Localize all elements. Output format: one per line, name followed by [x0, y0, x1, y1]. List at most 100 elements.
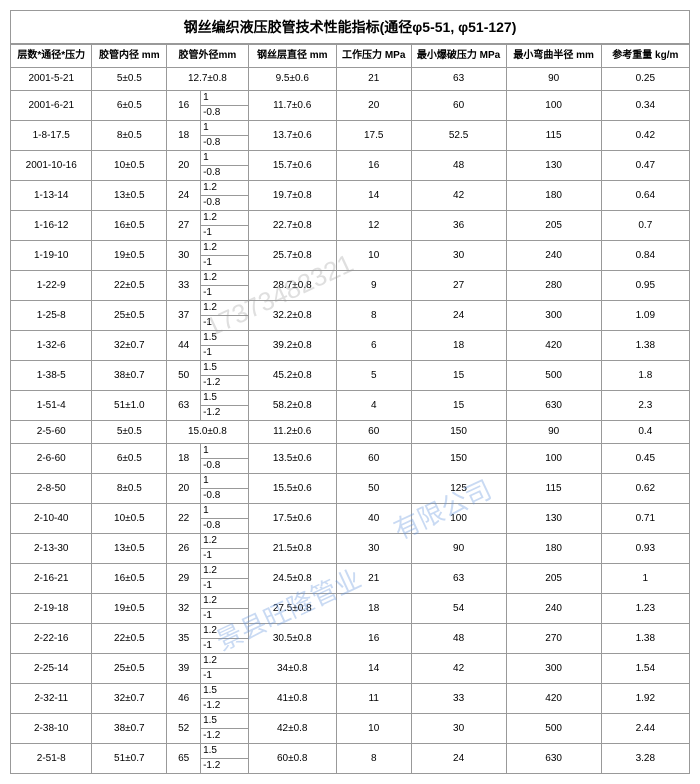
data-cell: 30	[411, 241, 506, 271]
data-cell: 48	[411, 151, 506, 181]
data-cell: 40	[336, 504, 411, 534]
data-cell: 63	[411, 564, 506, 594]
data-cell: 42	[411, 181, 506, 211]
data-cell: 630	[506, 391, 601, 421]
data-cell: 0.4	[601, 421, 689, 444]
data-cell: 15.7±0.6	[248, 151, 336, 181]
tolerance-cell: 1-0.8	[201, 444, 249, 474]
data-cell: 9	[336, 271, 411, 301]
data-cell: 5±0.5	[92, 421, 167, 444]
table-row: 1-25-825±0.5371.2-132.2±0.88243001.09	[11, 301, 690, 331]
data-cell: 100	[506, 444, 601, 474]
data-cell: 1.8	[601, 361, 689, 391]
table-row: 2-8-508±0.5201-0.815.5±0.6501251150.62	[11, 474, 690, 504]
data-cell: 500	[506, 361, 601, 391]
data-cell: 52.5	[411, 121, 506, 151]
tolerance-cell: 1.2-1	[201, 271, 249, 301]
tolerance-cell: 1.2-1	[201, 241, 249, 271]
table-row: 1-51-451±1.0631.5-1.258.2±0.84156302.3	[11, 391, 690, 421]
data-cell: 2-16-21	[11, 564, 92, 594]
data-cell: 2-6-60	[11, 444, 92, 474]
data-cell: 35	[167, 624, 201, 654]
data-cell: 100	[506, 91, 601, 121]
data-cell: 19±0.5	[92, 594, 167, 624]
data-cell: 14	[336, 654, 411, 684]
table-row: 2-38-1038±0.7521.5-1.242±0.810305002.44	[11, 714, 690, 744]
data-cell: 19±0.5	[92, 241, 167, 271]
container: 钢丝编织液压胶管技术性能指标(通径φ5-51, φ51-127) 层数*通径*压…	[10, 10, 690, 774]
header-cell: 钢丝层直径 mm	[248, 45, 336, 68]
data-cell: 51±0.7	[92, 744, 167, 774]
data-cell: 8	[336, 744, 411, 774]
data-cell: 630	[506, 744, 601, 774]
data-cell: 0.47	[601, 151, 689, 181]
data-cell: 0.25	[601, 68, 689, 91]
data-cell: 4	[336, 391, 411, 421]
data-cell: 39	[167, 654, 201, 684]
data-cell: 0.45	[601, 444, 689, 474]
data-cell: 1	[601, 564, 689, 594]
data-cell: 15	[411, 391, 506, 421]
data-cell: 1-13-14	[11, 181, 92, 211]
data-cell: 24	[411, 301, 506, 331]
data-cell: 60	[411, 91, 506, 121]
data-cell: 34±0.8	[248, 654, 336, 684]
table-row: 2-10-4010±0.5221-0.817.5±0.6401001300.71	[11, 504, 690, 534]
table-row: 2-25-1425±0.5391.2-134±0.814423001.54	[11, 654, 690, 684]
data-cell: 300	[506, 301, 601, 331]
data-cell: 39.2±0.8	[248, 331, 336, 361]
table-row: 2-13-3013±0.5261.2-121.5±0.830901800.93	[11, 534, 690, 564]
data-cell: 16±0.5	[92, 211, 167, 241]
header-cell: 参考重量 kg/m	[601, 45, 689, 68]
data-cell: 27.5±0.8	[248, 594, 336, 624]
table-row: 2-6-606±0.5181-0.813.5±0.6601501000.45	[11, 444, 690, 474]
data-cell: 1-19-10	[11, 241, 92, 271]
data-cell: 205	[506, 564, 601, 594]
table-row: 2-5-605±0.515.0±0.811.2±0.660150900.4	[11, 421, 690, 444]
data-cell: 21	[336, 564, 411, 594]
data-cell: 18	[167, 121, 201, 151]
data-cell: 2-5-60	[11, 421, 92, 444]
data-cell: 420	[506, 331, 601, 361]
tolerance-cell: 1.2-1	[201, 564, 249, 594]
data-cell: 1.92	[601, 684, 689, 714]
tolerance-cell: 1.5-1.2	[201, 361, 249, 391]
data-cell: 17.5±0.6	[248, 504, 336, 534]
data-cell: 3.28	[601, 744, 689, 774]
data-cell: 150	[411, 444, 506, 474]
data-cell: 30	[411, 714, 506, 744]
data-cell: 11.2±0.6	[248, 421, 336, 444]
header-cell: 工作压力 MPa	[336, 45, 411, 68]
table-row: 1-19-1019±0.5301.2-125.7±0.810302400.84	[11, 241, 690, 271]
data-cell: 44	[167, 331, 201, 361]
data-cell: 25.7±0.8	[248, 241, 336, 271]
data-cell: 60	[336, 444, 411, 474]
data-cell: 28.7±0.8	[248, 271, 336, 301]
data-cell: 2001-5-21	[11, 68, 92, 91]
data-cell: 0.84	[601, 241, 689, 271]
data-cell: 24	[411, 744, 506, 774]
data-cell: 2001-6-21	[11, 91, 92, 121]
table-row: 1-8-17.58±0.5181-0.813.7±0.617.552.51150…	[11, 121, 690, 151]
data-cell: 130	[506, 151, 601, 181]
data-cell: 5±0.5	[92, 68, 167, 91]
data-cell: 2-19-18	[11, 594, 92, 624]
data-cell: 25±0.5	[92, 654, 167, 684]
data-cell: 16	[167, 91, 201, 121]
data-cell: 180	[506, 181, 601, 211]
data-cell: 38±0.7	[92, 714, 167, 744]
tolerance-cell: 1.5-1	[201, 331, 249, 361]
tolerance-cell: 1.5-1.2	[201, 391, 249, 421]
header-cell: 最小爆破压力 MPa	[411, 45, 506, 68]
data-cell: 10±0.5	[92, 151, 167, 181]
data-cell: 20	[336, 91, 411, 121]
data-cell: 41±0.8	[248, 684, 336, 714]
tolerance-cell: 1.5-1.2	[201, 684, 249, 714]
header-cell: 胶管外径mm	[167, 45, 248, 68]
data-cell: 51±1.0	[92, 391, 167, 421]
data-cell: 63	[411, 68, 506, 91]
data-cell: 90	[411, 534, 506, 564]
data-cell: 63	[167, 391, 201, 421]
data-cell: 22±0.5	[92, 624, 167, 654]
data-cell: 13.5±0.6	[248, 444, 336, 474]
